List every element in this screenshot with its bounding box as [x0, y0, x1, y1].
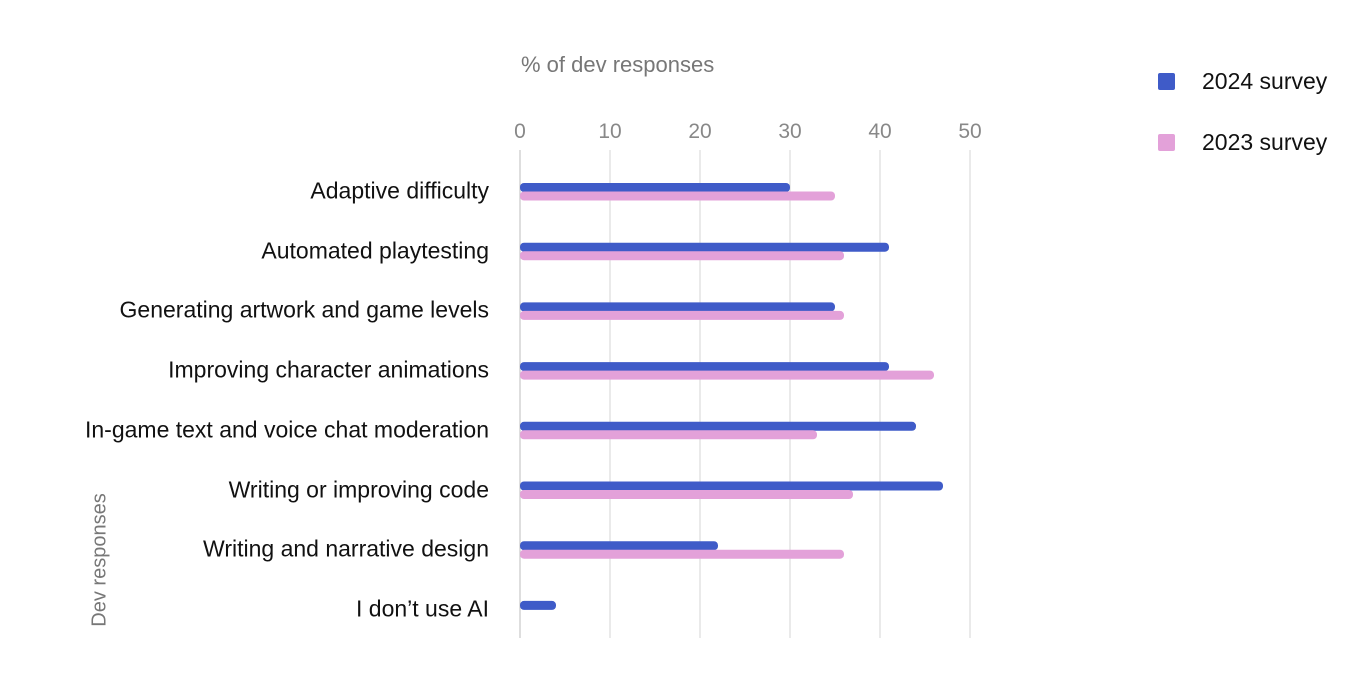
x-axis-title: % of dev responses — [521, 52, 715, 77]
bar-2024-1[interactable] — [520, 242, 889, 252]
x-tick-label: 10 — [598, 120, 621, 143]
legend-item-2024[interactable]: 2024 survey — [1158, 66, 1327, 96]
bar-2023-5[interactable] — [520, 490, 853, 499]
category-label: Generating artwork and game levels — [119, 296, 489, 323]
bar-2024-7[interactable] — [520, 600, 556, 610]
legend-label-2023: 2023 survey — [1202, 128, 1328, 155]
x-tick-label: 50 — [958, 120, 981, 143]
bar-2023-0[interactable] — [520, 191, 835, 201]
bar-2024-4[interactable] — [520, 421, 916, 431]
bar-2024-0[interactable] — [520, 183, 790, 192]
category-label: Adaptive difficulty — [310, 177, 489, 204]
category-label: Automated playtesting — [261, 237, 489, 264]
bar-2023-2[interactable] — [520, 310, 844, 320]
bar-2024-5[interactable] — [520, 481, 943, 491]
bar-2023-3[interactable] — [520, 370, 934, 380]
category-label: In-game text and voice chat moderation — [84, 416, 489, 443]
x-tick-label: 30 — [778, 120, 801, 143]
legend-swatch-2023 — [1158, 133, 1175, 151]
category-label: Writing or improving code — [228, 476, 489, 502]
x-tick-label: 40 — [868, 120, 891, 143]
bar-2023-6[interactable] — [520, 549, 844, 559]
legend-item-2023[interactable]: 2023 survey — [1158, 127, 1327, 157]
legend-swatch-2024 — [1158, 72, 1175, 90]
bar-2023-1[interactable] — [520, 251, 844, 261]
category-label: Writing and narrative design — [203, 535, 489, 562]
legend: 2024 survey 2023 survey — [1158, 66, 1327, 188]
category-label: I don’t use AI — [356, 595, 489, 622]
legend-label-2024: 2024 survey — [1202, 67, 1328, 94]
bar-2024-3[interactable] — [520, 362, 889, 372]
category-label: Improving character animations — [168, 356, 489, 383]
bar-2024-2[interactable] — [520, 302, 835, 312]
bar-2023-4[interactable] — [520, 430, 817, 440]
bar-2024-6[interactable] — [520, 541, 718, 551]
x-tick-label: 0 — [514, 120, 526, 143]
category-labels: Adaptive difficulty Automated playtesting… — [52, 150, 512, 650]
x-tick-label: 20 — [688, 120, 711, 143]
